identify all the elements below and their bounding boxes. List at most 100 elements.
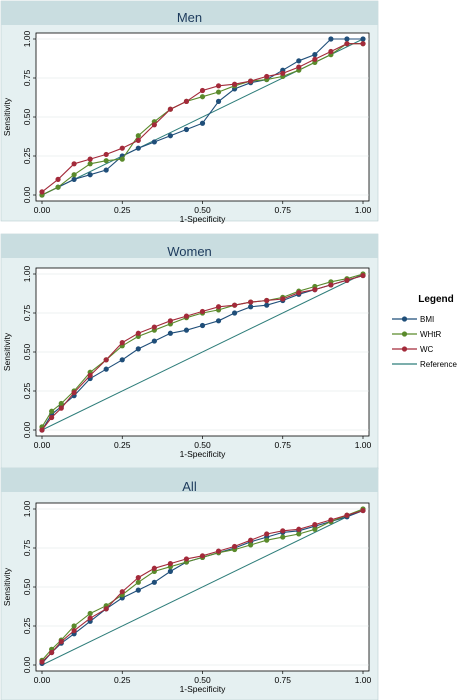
y-tick-label: 1.00 [22, 500, 32, 517]
y-tick-label: 0.00 [22, 421, 32, 438]
legend-label: WHtR [420, 330, 442, 339]
x-tick-label: 0.75 [274, 440, 291, 450]
series-line [41, 510, 364, 663]
x-tick-label: 0.00 [34, 675, 51, 685]
data-point [199, 120, 206, 126]
panel-title: All [182, 479, 197, 494]
x-tick-label: 0.50 [194, 675, 211, 685]
data-point [232, 302, 238, 308]
data-point [135, 346, 141, 352]
legend-item-wc: WC [392, 345, 434, 354]
data-point [360, 36, 366, 42]
x-tick-label: 0.50 [194, 440, 211, 450]
data-point [87, 372, 93, 378]
data-point [71, 172, 77, 178]
data-point [280, 534, 286, 540]
data-point [135, 145, 141, 151]
data-point [344, 277, 350, 283]
x-tick-label: 1.00 [355, 205, 372, 215]
series-wc [39, 272, 366, 433]
y-tick-label: 0.25 [22, 147, 32, 164]
data-point [119, 589, 125, 595]
data-point [103, 366, 109, 372]
x-axis-label: 1-Specificity [180, 214, 227, 224]
data-point [248, 299, 254, 305]
data-point [58, 639, 64, 645]
x-tick-label: 0.25 [114, 440, 131, 450]
legend-item-whtr: WHtR [392, 330, 442, 339]
x-tick-label: 1.00 [355, 440, 372, 450]
data-point [119, 340, 125, 346]
data-point [135, 133, 141, 139]
data-point [103, 158, 109, 164]
data-point [215, 89, 222, 95]
data-point [151, 139, 157, 145]
data-point [248, 537, 254, 543]
panel-title-bar [1, 468, 378, 492]
x-tick-label: 0.50 [194, 205, 211, 215]
data-point [87, 161, 93, 167]
legend-item-reference: Reference [392, 360, 457, 369]
series-line [41, 508, 364, 661]
data-point [49, 408, 55, 414]
data-point [39, 659, 45, 665]
legend-title: Legend [418, 294, 454, 305]
data-point [248, 542, 254, 548]
legend-label: BMI [420, 315, 434, 324]
x-tick-label: 0.25 [114, 205, 131, 215]
legend-item-bmi: BMI [392, 315, 434, 324]
data-point [215, 304, 222, 310]
legend-swatch-marker [401, 316, 408, 322]
data-point [264, 531, 270, 537]
panel-title-bar [1, 234, 378, 258]
data-point [55, 184, 61, 190]
roc-panel-all: All 0.000.00 0.25 0.25 0.50 0.50 0.75 0.75 1.00 1… [0, 467, 379, 700]
data-point [49, 414, 55, 421]
data-point [312, 287, 318, 293]
data-point [71, 176, 77, 182]
x-tick-label: 0.00 [34, 440, 51, 450]
data-point [296, 58, 302, 64]
y-tick-label: 0.50 [22, 343, 32, 360]
data-point [71, 161, 77, 167]
data-point [119, 357, 125, 363]
data-point [135, 330, 141, 336]
data-point [103, 606, 109, 612]
data-point [215, 83, 222, 89]
data-point [312, 52, 318, 58]
data-point [87, 156, 93, 162]
data-point [215, 98, 222, 104]
y-tick-label: 0.25 [22, 382, 32, 399]
data-point [135, 575, 141, 581]
data-point [264, 302, 270, 308]
data-point [232, 81, 238, 87]
data-point [328, 48, 334, 55]
x-tick-label: 0.25 [114, 675, 131, 685]
data-point [264, 297, 270, 304]
series-line [41, 275, 364, 431]
data-point [199, 308, 206, 315]
series-wc [39, 507, 366, 665]
data-point [71, 389, 77, 396]
legend-swatch-marker [401, 331, 408, 337]
data-point [151, 579, 157, 585]
data-point [87, 610, 93, 617]
data-point [103, 167, 109, 173]
reference-line [41, 508, 364, 666]
data-point [55, 176, 61, 182]
data-point [167, 568, 173, 575]
data-point [39, 427, 45, 433]
data-point [183, 327, 190, 333]
data-point [312, 522, 318, 528]
data-point [360, 507, 366, 514]
data-point [248, 304, 254, 310]
data-point [183, 126, 190, 133]
y-tick-label: 0.25 [22, 617, 32, 634]
data-point [119, 156, 125, 162]
y-axis-label: Sensitivity [2, 567, 12, 606]
data-point [58, 400, 64, 407]
y-tick-label: 1.00 [22, 30, 32, 47]
data-point [328, 36, 334, 42]
y-tick-label: 0.50 [22, 108, 32, 125]
